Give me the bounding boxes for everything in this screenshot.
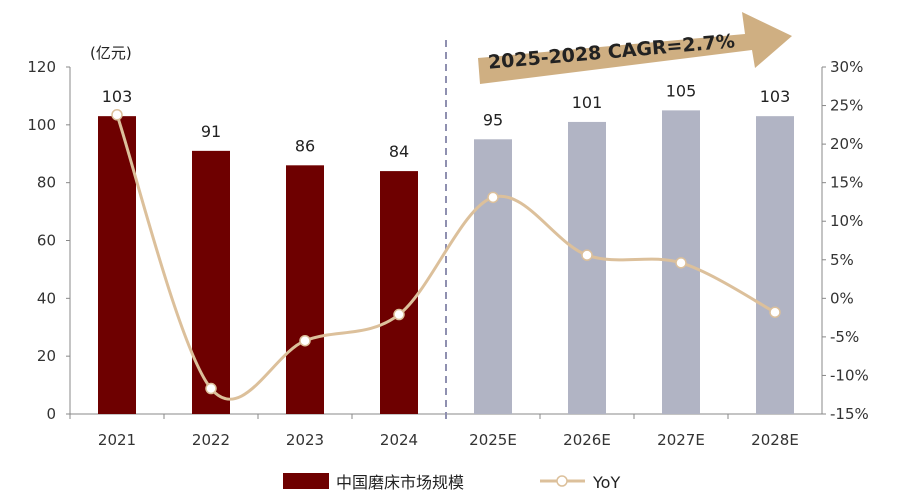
bar-data-label: 91 <box>201 122 221 141</box>
yoy-point-2024 <box>393 308 405 321</box>
yoy-point-2021 <box>111 109 123 121</box>
bar-2023 <box>286 165 324 414</box>
bar-data-label: 103 <box>760 87 791 106</box>
right-tick-label: 20% <box>830 135 863 153</box>
x-tick-label: 2021 <box>98 431 136 449</box>
left-tick-label: 20 <box>37 347 56 365</box>
bar-2024 <box>380 171 418 414</box>
yoy-point-2028E <box>769 306 781 318</box>
yoy-line-group <box>111 109 781 401</box>
left-tick-label: 0 <box>46 405 56 423</box>
right-tick-label: -15% <box>830 405 869 423</box>
bar-data-label: 105 <box>666 81 697 100</box>
left-tick-label: 40 <box>37 289 56 307</box>
right-tick-label: -10% <box>830 366 869 384</box>
bar-2028E <box>756 116 794 415</box>
legend-swatch-bar <box>283 473 329 489</box>
yoy-point-2025E <box>487 191 499 204</box>
right-tick-label: 0% <box>830 289 854 307</box>
yoy-point-2022 <box>205 382 217 395</box>
x-tick-label: 2026E <box>563 431 611 449</box>
bar-2021 <box>98 116 136 415</box>
x-tick-label: 2027E <box>657 431 705 449</box>
left-tick-label: 100 <box>27 116 56 134</box>
x-tick-label: 2022 <box>192 431 230 449</box>
right-tick-label: 30% <box>830 58 863 76</box>
bar-data-label: 86 <box>295 136 315 155</box>
right-tick-label: 10% <box>830 212 863 230</box>
bar-data-label: 95 <box>483 110 503 129</box>
bar-2025E <box>474 139 512 414</box>
bars-group <box>98 110 794 415</box>
bar-2022 <box>192 150 230 414</box>
axes-group: 0 20 40 60 80 100 120 -15% -10% -5% 0% 5% 10% 15% 20% 2… <box>27 40 869 449</box>
bar-data-label: 103 <box>102 87 133 106</box>
right-tick-label: 15% <box>830 174 863 192</box>
yoy-point-2027E <box>675 257 687 269</box>
x-tick-label: 2024 <box>380 431 418 449</box>
unit-label: (亿元) <box>90 44 132 62</box>
cagr-annotation: 2025-2028 CAGR=2.7% <box>478 12 792 84</box>
data-labels-group: 103 91 86 84 95 101 105 103 <box>102 81 791 161</box>
yoy-line <box>115 114 776 401</box>
bar-data-label: 101 <box>572 93 603 112</box>
legend-swatch-marker <box>556 475 568 487</box>
left-tick-label: 80 <box>37 174 56 192</box>
x-tick-label: 2028E <box>751 431 799 449</box>
right-tick-label: -5% <box>830 328 859 346</box>
left-tick-label: 120 <box>27 58 56 76</box>
bar-2026E <box>568 121 606 415</box>
right-tick-label: 25% <box>830 97 863 115</box>
left-tick-label: 60 <box>37 232 56 250</box>
bar-data-label: 84 <box>389 142 409 161</box>
legend: 中国磨床市场规模 YoY <box>283 473 620 492</box>
right-tick-label: 5% <box>830 251 854 269</box>
yoy-point-2026E <box>581 249 593 261</box>
legend-label-bar: 中国磨床市场规模 <box>336 473 464 492</box>
cagr-arrow <box>478 12 792 84</box>
yoy-point-2023 <box>299 334 311 347</box>
x-tick-label: 2023 <box>286 431 324 449</box>
x-tick-label: 2025E <box>469 431 517 449</box>
legend-label-line: YoY <box>592 473 620 492</box>
